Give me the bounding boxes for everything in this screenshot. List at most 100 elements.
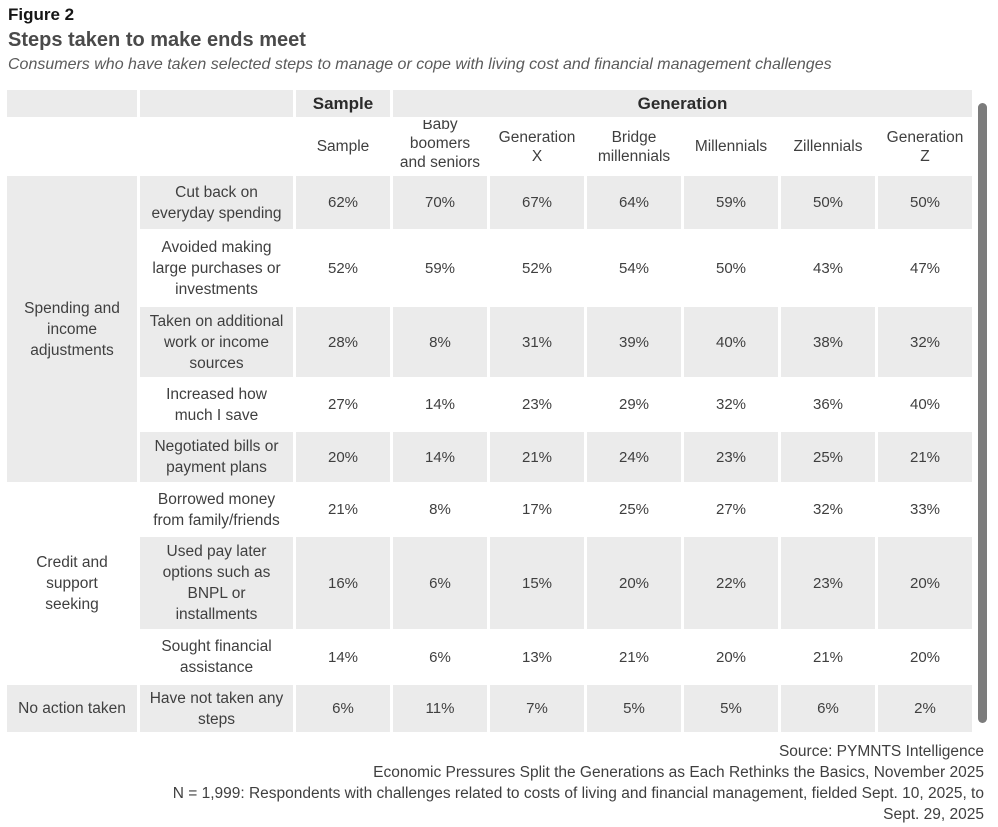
- value-cell: 14%: [327, 648, 359, 666]
- value-cell: 7%: [490, 685, 584, 732]
- value-cell: 54%: [618, 259, 650, 277]
- value-cell: 20%: [715, 648, 747, 666]
- value-cell: 24%: [587, 432, 681, 482]
- col-header-zillennials: Zillennials: [781, 120, 875, 173]
- value-cell: 50%: [715, 259, 747, 277]
- value-cell: 25%: [781, 432, 875, 482]
- value-cell: 52%: [521, 259, 553, 277]
- value-cell: 8%: [393, 307, 487, 377]
- value-cell: 20%: [296, 432, 390, 482]
- figure-title: Steps taken to make ends meet: [8, 29, 306, 51]
- row-group-credit-support: Credit and support seeking: [36, 554, 108, 613]
- row-label: Negotiated bills or payment plans: [140, 432, 293, 482]
- value-cell: 28%: [296, 307, 390, 377]
- source-line: Economic Pressures Split the Generations…: [373, 764, 984, 781]
- row-label: Used pay later options such as BNPL or i…: [140, 537, 293, 629]
- row-group-spending-income: Spending and income adjustments: [7, 176, 137, 482]
- value-cell: 21%: [812, 648, 844, 666]
- steps-table: Sample Generation Sample Baby boomers an…: [4, 87, 975, 735]
- value-cell: 16%: [296, 537, 390, 629]
- figure-header: Figure 2 Steps taken to make ends meet C…: [0, 0, 998, 76]
- col-header-generation-x: Generation X: [490, 120, 584, 173]
- value-cell: 5%: [684, 685, 778, 732]
- value-cell: 29%: [618, 396, 650, 413]
- value-cell: 23%: [781, 537, 875, 629]
- value-cell: 21%: [327, 501, 359, 518]
- value-cell: 15%: [490, 537, 584, 629]
- band-header-generation: Generation: [393, 90, 972, 117]
- value-cell: 2%: [878, 685, 972, 732]
- value-cell: 33%: [909, 501, 941, 518]
- col-header-sample: Sample: [296, 120, 390, 173]
- col-header-millennials: Millennials: [684, 120, 778, 173]
- value-cell: 14%: [424, 396, 456, 413]
- value-cell: 36%: [812, 396, 844, 413]
- empty-subheader-group: [7, 120, 137, 173]
- value-cell: 20%: [587, 537, 681, 629]
- value-cell: 31%: [490, 307, 584, 377]
- value-cell: 47%: [909, 259, 941, 277]
- value-cell: 6%: [429, 648, 451, 666]
- row-label: Borrowed money from family/friends: [153, 490, 280, 529]
- value-cell: 8%: [429, 501, 451, 518]
- value-cell: 25%: [618, 501, 650, 518]
- value-cell: 38%: [781, 307, 875, 377]
- figure-label: Figure 2: [8, 5, 75, 24]
- vertical-scrollbar-thumb[interactable]: [978, 103, 987, 723]
- value-cell: 40%: [684, 307, 778, 377]
- value-cell: 52%: [327, 259, 359, 277]
- source-line: Sept. 29, 2025: [883, 806, 984, 823]
- value-cell: 5%: [587, 685, 681, 732]
- value-cell: 62%: [296, 176, 390, 229]
- row-label: Taken on additional work or income sourc…: [140, 307, 293, 377]
- value-cell: 50%: [878, 176, 972, 229]
- value-cell: 59%: [684, 176, 778, 229]
- value-cell: 13%: [521, 648, 553, 666]
- band-header-sample: Sample: [296, 90, 390, 117]
- row-label: Avoided making large purchases or invest…: [152, 238, 281, 298]
- figure-subtitle: Consumers who have taken selected steps …: [8, 56, 832, 73]
- value-cell: 67%: [490, 176, 584, 229]
- value-cell: 27%: [327, 396, 359, 413]
- value-cell: 50%: [781, 176, 875, 229]
- value-cell: 43%: [812, 259, 844, 277]
- value-cell: 6%: [393, 537, 487, 629]
- col-header-baby-boomers-seniors: Baby boomers and seniors: [393, 120, 487, 173]
- col-header-bridge-millennials: Bridge millennials: [587, 120, 681, 173]
- row-group-no-action: No action taken: [7, 685, 137, 732]
- value-cell: 22%: [684, 537, 778, 629]
- value-cell: 11%: [393, 685, 487, 732]
- row-label: Increased how much I save: [166, 385, 267, 424]
- corner-cell-step: [140, 90, 293, 117]
- value-cell: 70%: [393, 176, 487, 229]
- value-cell: 6%: [296, 685, 390, 732]
- row-label: Cut back on everyday spending: [140, 176, 293, 229]
- source-line: Source: PYMNTS Intelligence: [778, 743, 984, 760]
- value-cell: 6%: [781, 685, 875, 732]
- row-label: Have not taken any steps: [140, 685, 293, 732]
- value-cell: 27%: [715, 501, 747, 518]
- value-cell: 32%: [812, 501, 844, 518]
- col-header-generation-z: Generation Z: [878, 120, 972, 173]
- value-cell: 17%: [521, 501, 553, 518]
- value-cell: 20%: [878, 537, 972, 629]
- value-cell: 39%: [587, 307, 681, 377]
- empty-subheader-step: [140, 120, 293, 173]
- value-cell: 21%: [878, 432, 972, 482]
- corner-cell-group: [7, 90, 137, 117]
- source-line: N = 1,999: Respondents with challenges r…: [172, 785, 984, 802]
- value-cell: 21%: [490, 432, 584, 482]
- value-cell: 21%: [618, 648, 650, 666]
- value-cell: 32%: [878, 307, 972, 377]
- row-label: Sought financial assistance: [161, 638, 272, 676]
- value-cell: 23%: [684, 432, 778, 482]
- value-cell: 59%: [424, 259, 456, 277]
- value-cell: 14%: [393, 432, 487, 482]
- value-cell: 32%: [715, 396, 747, 413]
- value-cell: 20%: [909, 648, 941, 666]
- value-cell: 40%: [909, 396, 941, 413]
- value-cell: 23%: [521, 396, 553, 413]
- value-cell: 64%: [587, 176, 681, 229]
- source-note: Source: PYMNTS Intelligence Economic Pre…: [0, 741, 998, 825]
